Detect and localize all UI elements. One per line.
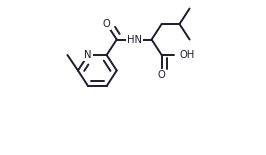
Text: OH: OH xyxy=(180,50,195,60)
Text: O: O xyxy=(158,70,165,80)
Text: HN: HN xyxy=(127,35,142,44)
Text: O: O xyxy=(103,19,111,29)
Text: N: N xyxy=(84,50,92,60)
